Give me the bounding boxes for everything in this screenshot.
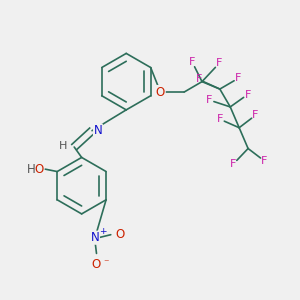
Text: F: F bbox=[244, 89, 251, 100]
Text: N: N bbox=[94, 124, 102, 137]
Text: F: F bbox=[216, 58, 223, 68]
Text: O: O bbox=[92, 259, 101, 272]
Text: F: F bbox=[217, 114, 223, 124]
Text: N: N bbox=[91, 231, 99, 244]
Text: F: F bbox=[189, 57, 196, 67]
Text: F: F bbox=[235, 73, 242, 83]
Text: F: F bbox=[261, 156, 268, 166]
Text: F: F bbox=[230, 159, 237, 169]
Text: H: H bbox=[27, 163, 35, 176]
Text: +: + bbox=[99, 226, 106, 236]
Text: F: F bbox=[195, 74, 202, 84]
Text: O: O bbox=[156, 85, 165, 98]
Text: ⁻: ⁻ bbox=[103, 259, 109, 269]
Text: O: O bbox=[34, 163, 44, 176]
Text: F: F bbox=[206, 95, 212, 105]
Text: F: F bbox=[252, 110, 259, 120]
Text: H: H bbox=[59, 140, 68, 151]
Text: O: O bbox=[116, 228, 125, 241]
